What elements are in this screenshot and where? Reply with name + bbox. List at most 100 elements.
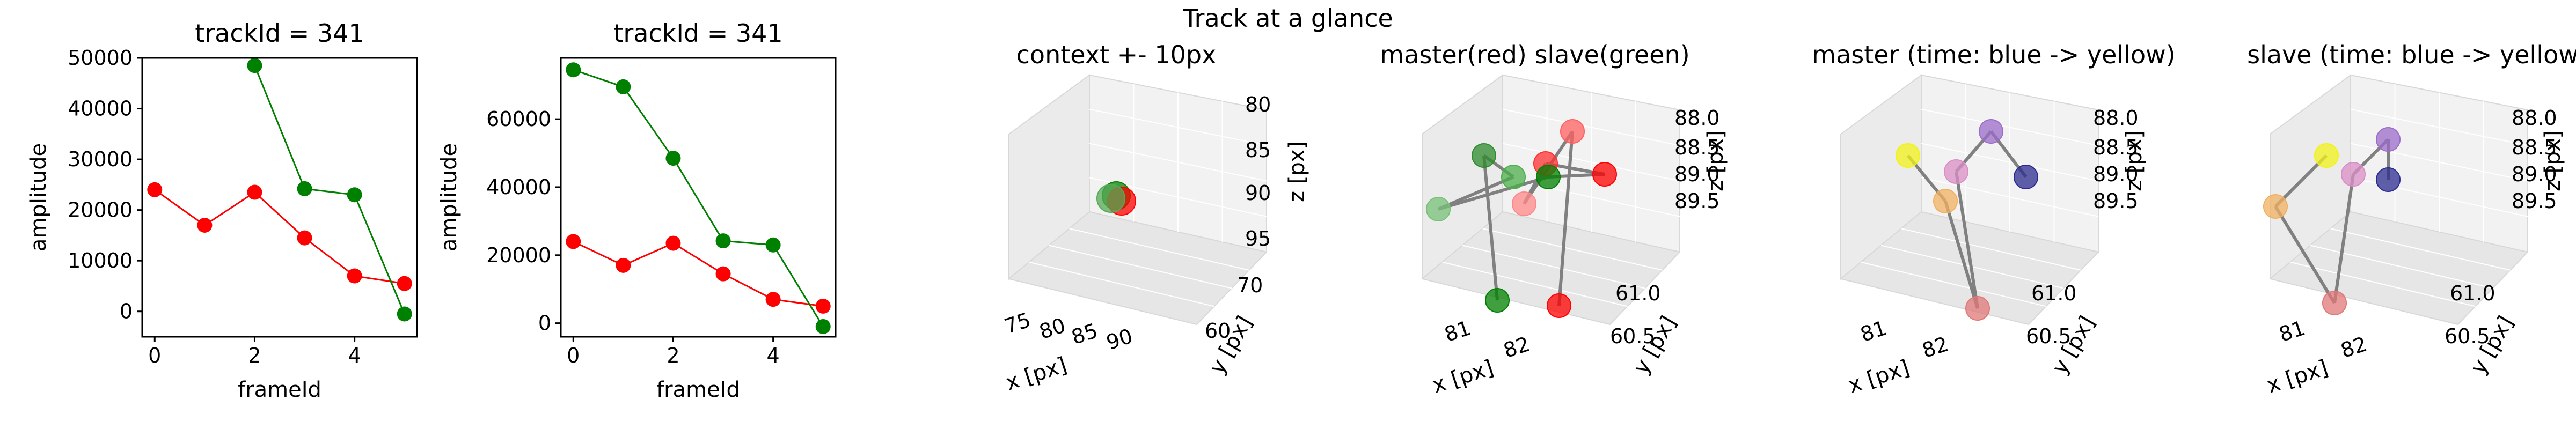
data-point <box>197 218 213 233</box>
series-line <box>573 69 824 327</box>
x-tick-label: 81 <box>2276 316 2308 346</box>
y-tick-label: 60.5 <box>1610 324 1656 348</box>
grid-line <box>1049 245 1232 289</box>
y-tick-label: 60 <box>1205 319 1231 343</box>
track-connection-line <box>1438 175 1549 211</box>
track-connection-line <box>2333 174 2355 304</box>
grid-line <box>2290 261 2476 307</box>
data-point <box>715 233 731 249</box>
plot-title: trackId = 341 <box>613 19 782 48</box>
track-point <box>2263 194 2288 219</box>
track-point <box>2376 127 2401 152</box>
y-tick-label: 40000 <box>486 175 551 199</box>
x-axis-label: x [px] <box>1845 356 1912 398</box>
z-tick-label: 89.0 <box>2093 162 2139 186</box>
series-line <box>154 189 405 285</box>
data-point <box>765 292 781 307</box>
y-tick-label: 50000 <box>68 46 133 70</box>
x-tick-label: 85 <box>1069 319 1101 349</box>
data-point <box>815 319 831 334</box>
y-tick-label: 40000 <box>68 97 133 121</box>
track-point <box>1096 184 1125 213</box>
track-point <box>1933 189 1958 213</box>
master-time-3d-plot: master (time: blue -> yellow) 81 82 60.5 61.… <box>1812 40 2175 398</box>
y-tick-label: 60000 <box>486 107 551 131</box>
series-line <box>254 65 406 315</box>
data-point <box>347 187 362 203</box>
z-tick-label: 89.5 <box>2093 189 2139 213</box>
y-axis-label: amplitude <box>26 143 51 252</box>
y-tick-label: 30000 <box>68 147 133 171</box>
floor-pane <box>1007 211 1268 326</box>
x-axis-label: x [px] <box>2264 356 2331 398</box>
track-point <box>1501 165 1526 189</box>
track-connection-line <box>2274 205 2336 304</box>
track-point <box>1426 197 1451 221</box>
data-point <box>347 268 362 284</box>
track-point <box>1536 165 1561 189</box>
data-point <box>147 182 163 197</box>
x-tick-label: 80 <box>1036 313 1069 344</box>
x-tick-label: 82 <box>1501 332 1533 363</box>
data-point <box>616 257 631 273</box>
grid-line <box>1921 177 2099 217</box>
x-tick-label: 81 <box>1857 316 1890 346</box>
track-point <box>1896 143 1920 168</box>
data-point <box>297 230 312 246</box>
data-point <box>616 79 631 94</box>
x-tick-label: 4 <box>767 344 780 367</box>
track-point <box>1965 296 1990 321</box>
y-axis-label: amplitude <box>437 143 462 252</box>
x-axis-label: frameId <box>656 378 740 402</box>
x-axis-label: x [px] <box>1429 356 1496 398</box>
data-point <box>765 237 781 253</box>
track-connection-line <box>1955 171 1979 309</box>
track-connection-line <box>1944 201 1979 309</box>
z-tick-label: 90 <box>1245 181 1271 205</box>
slave-time-3d-plot: slave (time: blue -> yellow) 81 82 60.5 61.0… <box>2247 40 2576 398</box>
floor-pane <box>2268 211 2529 326</box>
track-connection-line <box>1482 155 1499 301</box>
grid-line <box>1069 228 1249 271</box>
data-point <box>815 298 831 314</box>
track-connection-line <box>1557 131 1574 306</box>
plot-title: trackId = 341 <box>195 19 364 48</box>
amplitude-plot-2: trackId = 341 0 2 4 0 20000 40000 60000 frameId a… <box>437 19 837 402</box>
figure-suptitle: Track at a glance <box>1182 4 1393 33</box>
y-tick-label: 60.5 <box>2445 324 2490 348</box>
y-tick-label: 20000 <box>486 243 551 267</box>
grid-line <box>1442 261 1628 307</box>
data-point <box>247 58 262 73</box>
x-axis-label: frameId <box>238 378 321 402</box>
z-tick-label: 89.0 <box>1674 162 1720 186</box>
x-tick-label: 75 <box>1001 308 1034 338</box>
x-tick-label: 0 <box>567 344 580 367</box>
data-point <box>247 184 262 200</box>
track-point <box>1472 143 1496 168</box>
y-tick-label: 61.0 <box>1615 282 1661 305</box>
z-tick-label: 95 <box>1245 227 1271 250</box>
x-tick-label: 82 <box>2338 332 2370 363</box>
z-axis-label: z [px] <box>2541 130 2565 191</box>
data-point <box>566 234 581 249</box>
y-tick-label: 70 <box>1237 273 1263 297</box>
y-tick-label: 61.0 <box>2031 282 2077 305</box>
track-point <box>2314 143 2339 168</box>
plot-title: master(red) slave(green) <box>1380 40 1689 69</box>
z-tick-label: 88.0 <box>2512 106 2557 130</box>
z-tick-label: 89.0 <box>2512 162 2557 186</box>
data-point <box>397 276 412 291</box>
axes-frame <box>141 57 418 338</box>
data-point <box>715 266 731 282</box>
track-point <box>1944 159 1968 184</box>
x-tick-label: 81 <box>1441 316 1474 346</box>
track-point <box>1592 162 1617 187</box>
y-tick-label: 0 <box>120 300 133 323</box>
x-tick-label: 90 <box>1103 324 1136 354</box>
data-point <box>665 151 681 166</box>
x-tick-label: 2 <box>248 344 261 367</box>
track-point <box>1512 191 1536 216</box>
z-tick-label: 88.5 <box>1674 136 1720 159</box>
y-tick-label: 60.5 <box>2026 324 2072 348</box>
